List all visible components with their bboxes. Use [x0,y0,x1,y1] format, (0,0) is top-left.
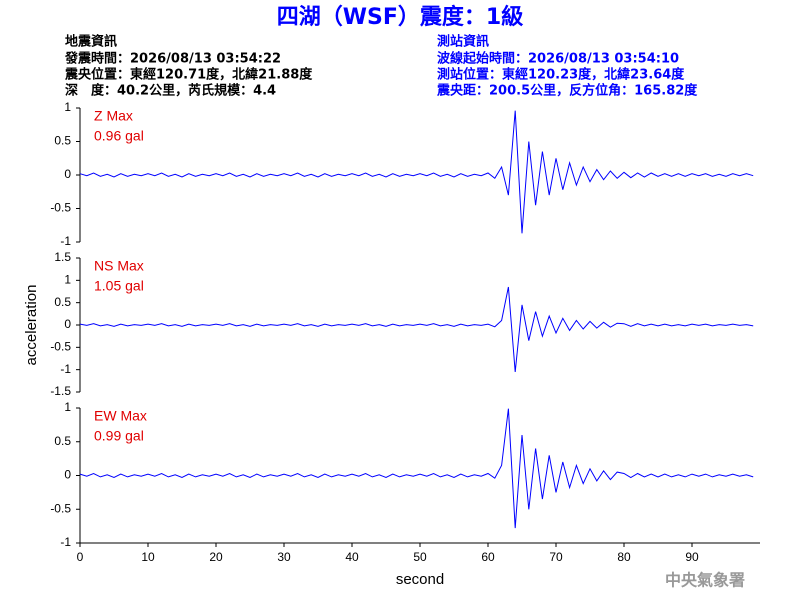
y-tick-label: -0.5 [50,201,71,215]
x-tick-label: 50 [413,550,427,564]
y-tick-label: -1 [60,362,71,376]
waveform [79,286,754,372]
y-tick-label: 1 [64,400,71,414]
max-annotation: Z Max [94,108,133,124]
y-tick-label: -1 [60,234,71,248]
max-annotation: EW Max [94,408,147,424]
y-tick-label: 1 [64,273,71,287]
y-tick-label: 1 [64,100,71,114]
x-tick-label: 0 [77,550,84,564]
info-text: 地震資訊 [65,34,117,50]
waveform [79,408,754,529]
waveform [79,110,754,234]
y-tick-label: 0 [64,468,71,482]
info-text: 發震時間：2026/08/13 03:54:22 [64,51,281,67]
info-text: 震央距：200.5公里，反方位角：165.82度 [436,83,698,99]
y-tick-label: 0 [64,317,71,331]
info-text: 波線起始時間：2026/08/13 03:54:10 [437,51,679,67]
x-tick-label: 80 [617,550,631,564]
x-tick-label: 90 [685,550,699,564]
y-axis-label: acceleration [23,285,40,366]
max-annotation: 0.96 gal [94,128,144,144]
y-tick-label: 1.5 [54,250,71,264]
y-tick-label: 0.5 [54,434,71,448]
x-tick-label: 60 [481,550,495,564]
x-tick-label: 20 [209,550,223,564]
footer: 中央氣象署 [665,571,745,590]
x-tick-label: 40 [345,550,359,564]
y-tick-label: 0.5 [54,295,71,309]
info-text: 測站資訊 [437,34,489,50]
title: 四湖（WSF）震度：1級 [277,4,523,30]
y-tick-label: -0.5 [50,340,71,354]
x-tick-label: 70 [549,550,563,564]
y-tick-label: -1.5 [50,384,71,398]
y-tick-label: -0.5 [50,501,71,515]
x-tick-label: 10 [141,550,155,564]
info-text: 深 度：40.2公里，芮氏規模：4.4 [65,83,276,99]
y-tick-label: 0.5 [54,134,71,148]
info-text: 震央位置：東經120.71度，北緯21.88度 [64,67,313,83]
max-annotation: 1.05 gal [94,278,144,294]
y-tick-label: -1 [60,535,71,549]
info-text: 測站位置：東經120.23度，北緯23.64度 [437,67,685,83]
y-tick-label: 0 [64,167,71,181]
x-axis-label: second [396,571,444,588]
max-annotation: NS Max [94,258,144,274]
x-tick-label: 30 [277,550,291,564]
max-annotation: 0.99 gal [94,428,144,444]
